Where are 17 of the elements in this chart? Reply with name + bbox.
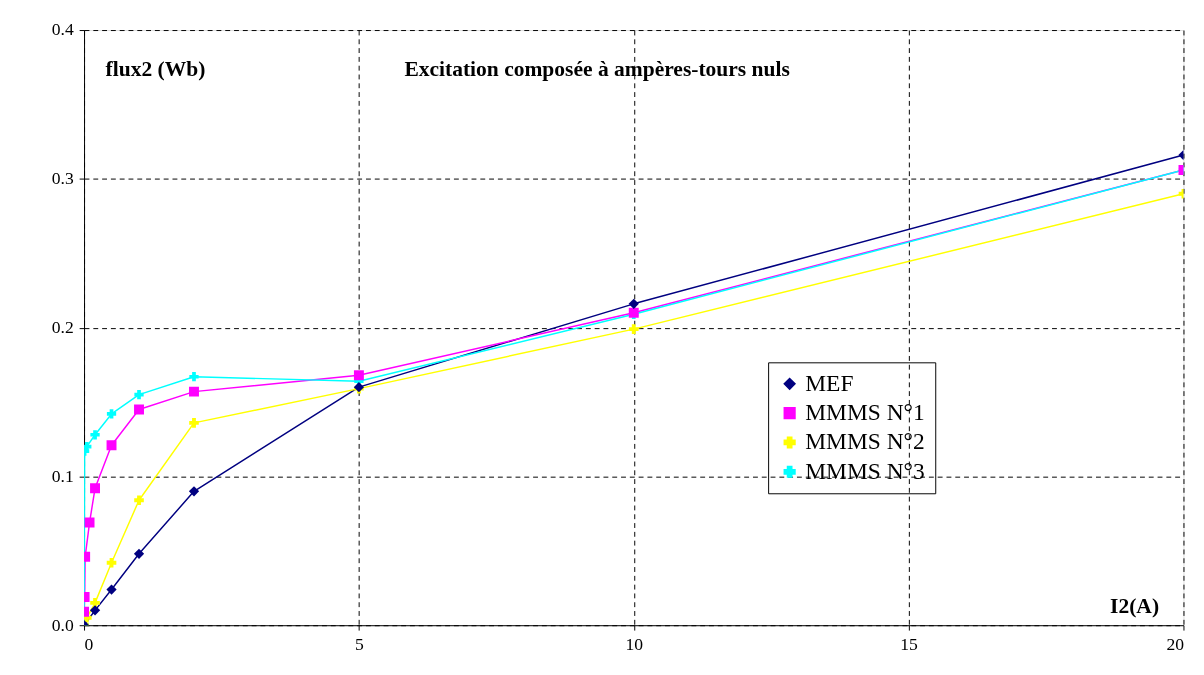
legend-label: MMMS N°1 (805, 398, 925, 425)
y-tick-label: 0.2 (51, 317, 74, 338)
legend-label: MMMS N°3 (805, 457, 925, 484)
y-tick-label: 0.0 (51, 614, 74, 635)
x-tick-label: 10 (625, 634, 644, 655)
x-tick-label: 0 (84, 634, 94, 655)
x-tick-label: 5 (354, 634, 364, 655)
y-axis-title: flux2 (Wb) (105, 56, 206, 81)
legend-label: MMMS N°2 (805, 428, 925, 455)
x-tick-label: 20 (1166, 634, 1185, 655)
y-tick-label: 0.1 (51, 465, 74, 486)
y-tick-label: 0.3 (51, 168, 74, 189)
x-axis-title: I2(A) (1110, 594, 1160, 619)
legend-label: MEF (805, 369, 854, 396)
y-tick-label: 0.4 (51, 19, 74, 40)
text: Excitation composée à ampères-tours nuls (404, 56, 790, 81)
x-tick-label: 15 (900, 634, 919, 655)
